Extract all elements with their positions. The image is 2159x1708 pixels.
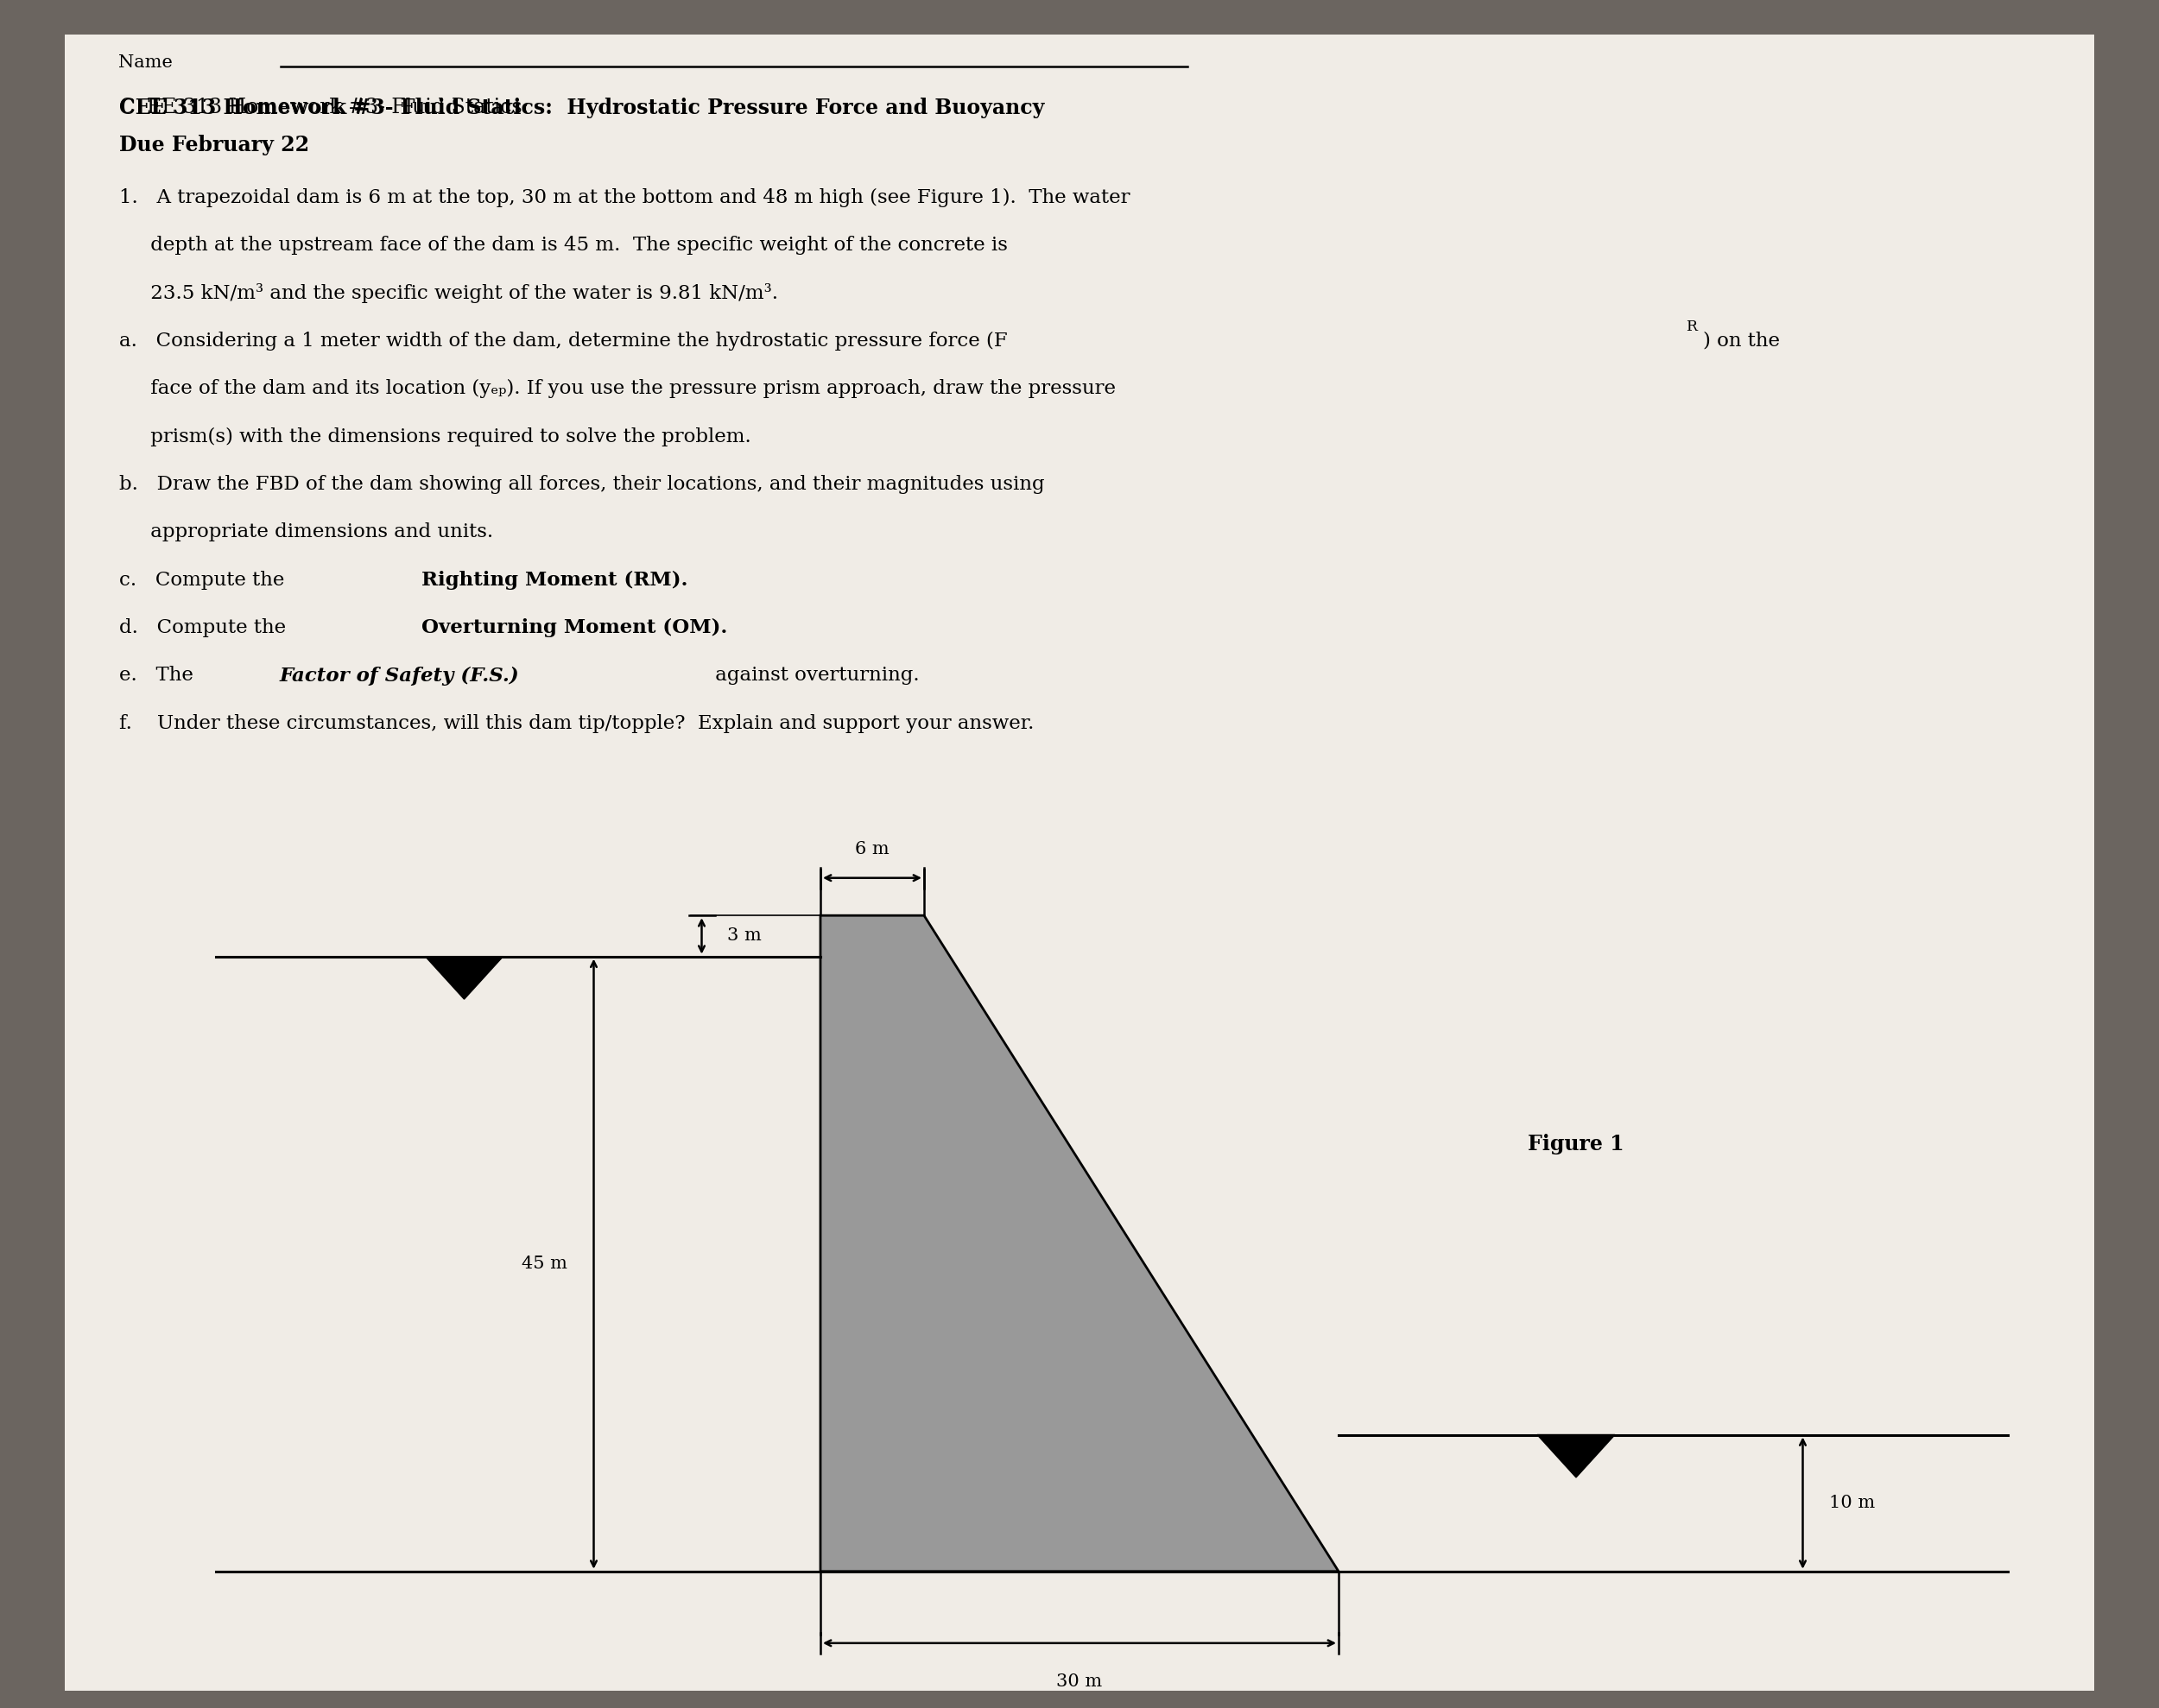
Text: Factor of Safety (F.S.): Factor of Safety (F.S.) [279, 666, 518, 685]
Text: d.   Compute the: d. Compute the [119, 618, 291, 637]
FancyBboxPatch shape [65, 34, 2094, 1691]
Text: Name: Name [119, 55, 173, 72]
Text: Overturning Moment (OM).: Overturning Moment (OM). [421, 618, 728, 637]
Text: Figure 1: Figure 1 [1529, 1134, 1624, 1155]
Text: 10 m: 10 m [1829, 1494, 1874, 1512]
Text: 30 m: 30 m [1056, 1674, 1103, 1691]
Polygon shape [425, 956, 503, 999]
Text: 3 m: 3 m [728, 927, 762, 945]
Text: ) on the: ) on the [1703, 331, 1781, 350]
Text: face of the dam and its location (yₑₚ). If you use the pressure prism approach, : face of the dam and its location (yₑₚ). … [119, 379, 1116, 398]
Text: c.   Compute the: c. Compute the [119, 570, 289, 589]
Text: prism(s) with the dimensions required to solve the problem.: prism(s) with the dimensions required to… [119, 427, 751, 446]
Text: depth at the upstream face of the dam is 45 m.  The specific weight of the concr: depth at the upstream face of the dam is… [119, 236, 1008, 254]
Text: Righting Moment (RM).: Righting Moment (RM). [421, 570, 689, 589]
Text: C: C [119, 97, 134, 118]
Text: EE 313 Homework #3- Fluid Statics:: EE 313 Homework #3- Fluid Statics: [147, 97, 542, 118]
Text: R: R [1686, 319, 1697, 335]
Text: 45 m: 45 m [522, 1255, 568, 1272]
Text: appropriate dimensions and units.: appropriate dimensions and units. [119, 523, 492, 541]
Text: CEE 313 Homework #3- Fluid Statics:  Hydrostatic Pressure Force and Buoyancy: CEE 313 Homework #3- Fluid Statics: Hydr… [119, 97, 1045, 118]
Polygon shape [820, 915, 1339, 1571]
Text: f.    Under these circumstances, will this dam tip/topple?  Explain and support : f. Under these circumstances, will this … [119, 714, 1034, 733]
Text: 6 m: 6 m [855, 840, 890, 857]
Text: a.   Considering a 1 meter width of the dam, determine the hydrostatic pressure : a. Considering a 1 meter width of the da… [119, 331, 1006, 350]
Text: 1.   A trapezoidal dam is 6 m at the top, 30 m at the bottom and 48 m high (see : 1. A trapezoidal dam is 6 m at the top, … [119, 188, 1129, 207]
Text: against overturning.: against overturning. [708, 666, 920, 685]
Text: e.   The: e. The [119, 666, 199, 685]
Text: 23.5 kN/m³ and the specific weight of the water is 9.81 kN/m³.: 23.5 kN/m³ and the specific weight of th… [119, 284, 777, 304]
Polygon shape [1537, 1435, 1615, 1477]
Text: b.   Draw the FBD of the dam showing all forces, their locations, and their magn: b. Draw the FBD of the dam showing all f… [119, 475, 1045, 494]
Text: Due February 22: Due February 22 [119, 135, 309, 155]
